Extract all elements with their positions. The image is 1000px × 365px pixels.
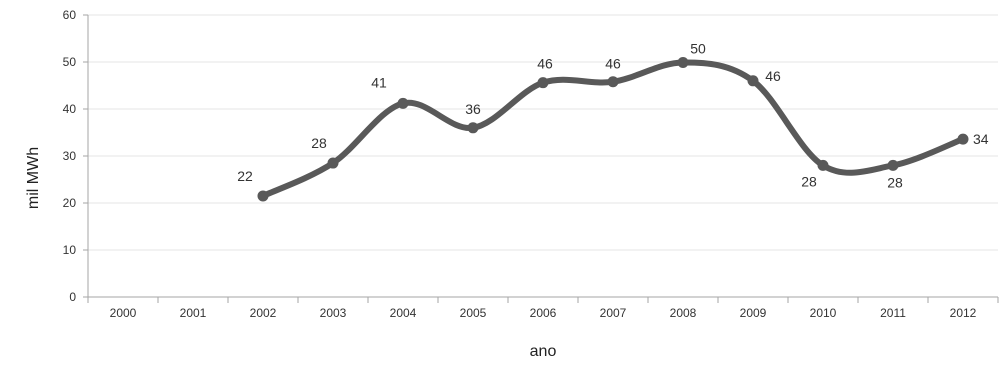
x-tick-label: 2006	[530, 306, 557, 320]
data-point	[607, 76, 619, 88]
y-axis-title: mil MWh	[25, 147, 42, 209]
x-tick-label: 2002	[250, 306, 277, 320]
axes	[83, 14, 999, 303]
x-tick-label: 2000	[110, 306, 137, 320]
data-point	[467, 122, 479, 134]
data-label: 50	[690, 40, 706, 56]
x-tick-label: 2004	[390, 306, 417, 320]
data-label: 28	[801, 173, 817, 189]
x-tick-label: 2011	[880, 306, 906, 320]
data-label: 46	[537, 56, 553, 72]
x-tick-label: 2010	[810, 306, 837, 320]
data-point	[257, 190, 269, 202]
series-group	[257, 56, 969, 202]
data-label: 46	[605, 56, 621, 72]
x-axis-title: ano	[530, 343, 557, 360]
data-labels: 22 28 41 36 46 46 50 46 28 28 34	[237, 40, 989, 190]
y-tick-labels: 0 10 20 30 40 50 60	[63, 8, 77, 304]
y-tick-label: 40	[63, 102, 77, 116]
y-tick-label: 60	[63, 8, 77, 22]
x-tick-label: 2012	[950, 306, 977, 320]
data-point	[887, 159, 899, 171]
x-tick-label: 2005	[460, 306, 487, 320]
y-tick-label: 20	[63, 196, 77, 210]
data-point	[957, 133, 969, 145]
x-tick-label: 2009	[740, 306, 767, 320]
x-tick-label: 2007	[600, 306, 627, 320]
data-label: 28	[887, 174, 903, 190]
x-tick-label: 2001	[180, 306, 207, 320]
data-point	[747, 75, 759, 87]
data-point	[537, 77, 549, 89]
y-tick-label: 30	[63, 149, 77, 163]
data-label: 34	[973, 131, 989, 147]
data-label: 41	[371, 74, 387, 90]
data-label: 22	[237, 168, 253, 184]
x-tick-label: 2008	[670, 306, 697, 320]
data-point	[817, 159, 829, 171]
x-tick-label: 2003	[320, 306, 347, 320]
data-point	[397, 97, 409, 109]
y-tick-label: 50	[63, 55, 77, 69]
x-tick-labels: 2000 2001 2002 2003 2004 2005 2006 2007 2008 2009…	[110, 306, 977, 320]
y-tick-label: 0	[69, 290, 76, 304]
data-point	[677, 56, 689, 68]
data-label: 46	[765, 68, 781, 84]
data-point	[327, 157, 339, 169]
y-tick-label: 10	[63, 243, 77, 257]
data-label: 28	[311, 135, 327, 151]
data-label: 36	[465, 101, 481, 117]
gridlines	[88, 14, 998, 251]
